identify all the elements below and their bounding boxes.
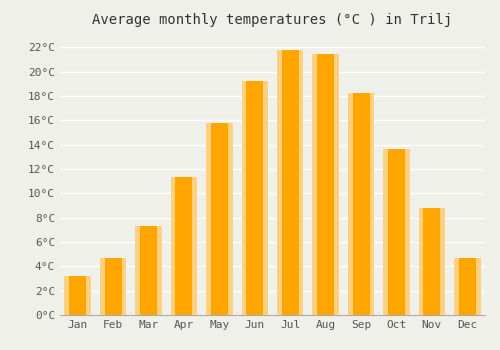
Bar [170, 177, 175, 315]
Bar [100, 258, 104, 315]
Bar [192, 177, 197, 315]
Bar [348, 93, 352, 315]
Bar [228, 122, 232, 315]
Bar [170, 177, 197, 315]
Bar [206, 122, 233, 315]
Bar [86, 276, 91, 315]
Bar [348, 93, 374, 315]
Bar [64, 276, 91, 315]
Bar [277, 50, 303, 315]
Bar [277, 50, 281, 315]
Bar [136, 226, 162, 315]
Bar [454, 258, 459, 315]
Bar [206, 122, 211, 315]
Bar [136, 226, 140, 315]
Bar [242, 81, 246, 315]
Bar [312, 55, 317, 315]
Bar [476, 258, 480, 315]
Bar [264, 81, 268, 315]
Bar [100, 258, 126, 315]
Bar [64, 276, 69, 315]
Title: Average monthly temperatures (°C ) in Trilj: Average monthly temperatures (°C ) in Tr… [92, 13, 452, 27]
Bar [334, 55, 339, 315]
Bar [298, 50, 304, 315]
Bar [122, 258, 126, 315]
Bar [454, 258, 480, 315]
Bar [157, 226, 162, 315]
Bar [312, 55, 339, 315]
Bar [383, 149, 388, 315]
Bar [405, 149, 409, 315]
Bar [440, 208, 445, 315]
Bar [242, 81, 268, 315]
Bar [383, 149, 409, 315]
Bar [370, 93, 374, 315]
Bar [418, 208, 424, 315]
Bar [418, 208, 445, 315]
